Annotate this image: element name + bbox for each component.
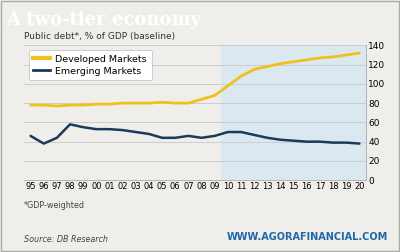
Text: Public debt*, % of GDP (baseline): Public debt*, % of GDP (baseline)	[24, 32, 175, 41]
Legend: Developed Markets, Emerging Markets: Developed Markets, Emerging Markets	[29, 50, 152, 80]
Text: A two-tier economy: A two-tier economy	[6, 11, 201, 29]
Bar	[221, 45, 366, 180]
Text: *GDP-weighted: *GDP-weighted	[24, 201, 85, 210]
Text: Source: DB Research: Source: DB Research	[24, 235, 108, 244]
Text: WWW.AGORAFINANCIAL.COM: WWW.AGORAFINANCIAL.COM	[227, 232, 388, 242]
